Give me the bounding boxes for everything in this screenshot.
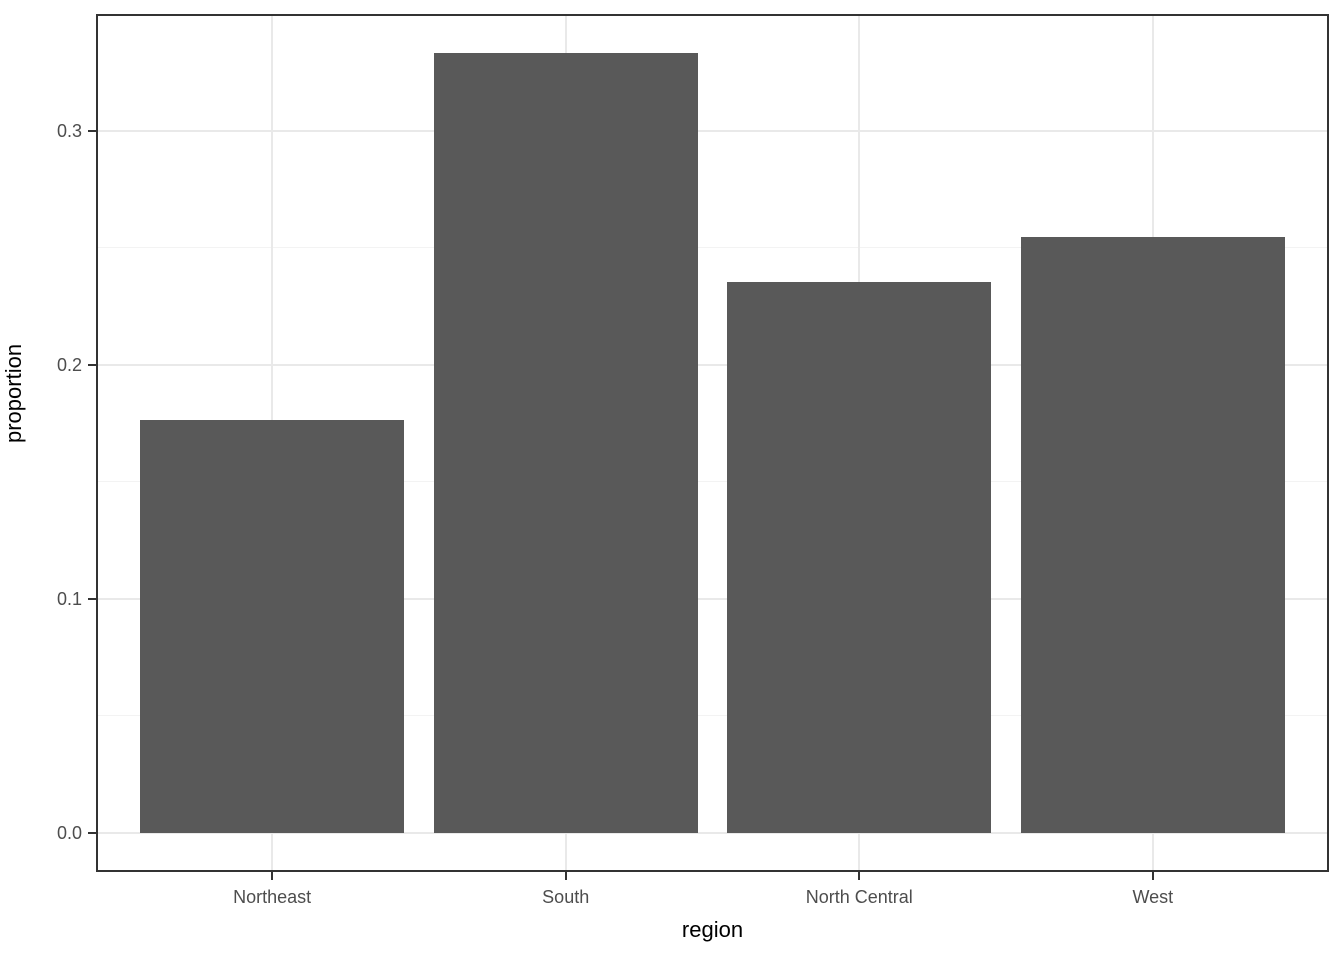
h-gridline-major bbox=[96, 363, 1329, 366]
h-gridline-major bbox=[96, 597, 1329, 600]
bar-south bbox=[433, 53, 698, 833]
y-axis-tick bbox=[88, 363, 96, 366]
x-tick-label: Northeast bbox=[233, 887, 312, 907]
h-gridline-major bbox=[96, 831, 1329, 834]
y-tick-label: 0.2 bbox=[56, 354, 82, 375]
x-tick-label: North Central bbox=[805, 887, 913, 907]
x-axis-tick bbox=[858, 872, 861, 880]
x-axis-tick bbox=[271, 872, 274, 880]
y-axis-tick bbox=[88, 129, 96, 132]
h-gridline-minor bbox=[96, 247, 1329, 249]
y-tick-label: 0.1 bbox=[56, 588, 82, 609]
bar-northeast bbox=[140, 419, 405, 833]
x-tick-label: South bbox=[542, 887, 590, 907]
x-axis-tick bbox=[564, 872, 567, 880]
plot-panel bbox=[96, 13, 1329, 872]
y-axis-tick bbox=[88, 597, 96, 600]
y-axis-tick bbox=[88, 831, 96, 834]
y-tick-label: 0.3 bbox=[56, 120, 82, 141]
x-axis-title: region bbox=[681, 917, 744, 942]
h-gridline-minor bbox=[96, 481, 1329, 483]
x-tick-label: West bbox=[1132, 887, 1174, 907]
y-tick-label: 0.0 bbox=[56, 822, 82, 843]
bar-west bbox=[1020, 236, 1285, 833]
x-axis-tick bbox=[1151, 872, 1154, 880]
bar-north-central bbox=[727, 282, 992, 833]
h-gridline-major bbox=[96, 129, 1329, 132]
h-gridline-minor bbox=[96, 715, 1329, 717]
h-gridline-minor bbox=[96, 13, 1329, 15]
